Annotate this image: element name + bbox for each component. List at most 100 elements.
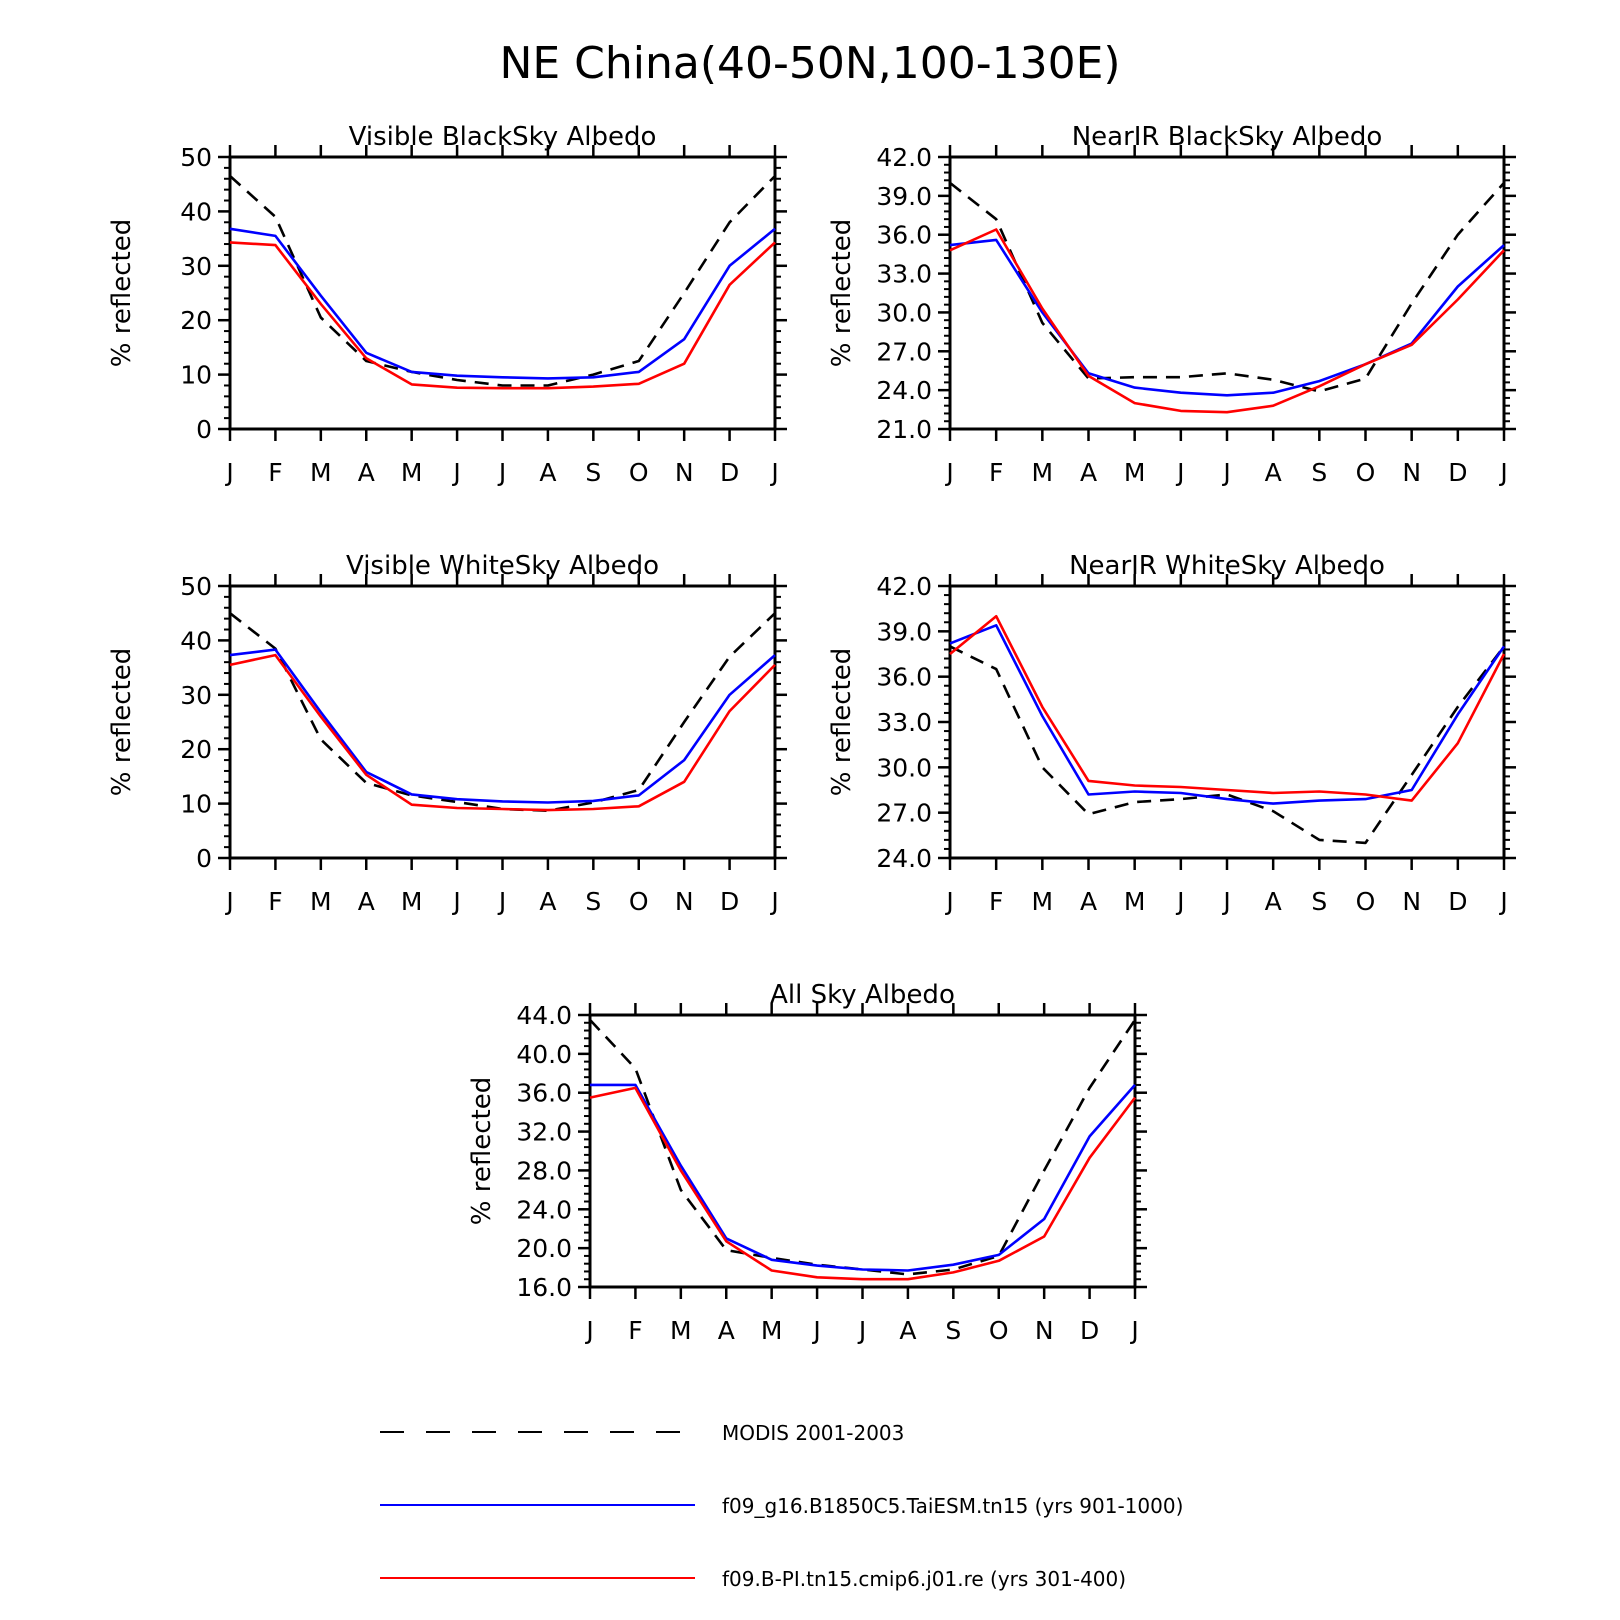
x-tick-label: S	[585, 458, 601, 487]
axis-ticks	[218, 145, 787, 441]
series-line-3	[949, 614, 1506, 802]
x-tick-label: J	[1175, 887, 1184, 916]
y-tick-label: 20	[180, 735, 212, 764]
y-axis-label: % reflected	[827, 648, 857, 796]
x-tick-label: S	[1311, 458, 1327, 487]
x-tick-label: J	[769, 458, 778, 487]
y-axis-label: % reflected	[107, 648, 137, 796]
x-tick-label: N	[675, 458, 694, 487]
y-tick-label: 20.0	[516, 1234, 572, 1263]
y-tick-label: 40	[180, 626, 212, 655]
x-tick-label: J	[497, 458, 506, 487]
x-tick-label: M	[310, 458, 332, 487]
y-tick-label: 20	[180, 306, 212, 335]
x-tick-label: A	[539, 458, 556, 487]
x-tick-label: A	[358, 887, 375, 916]
series-line-3	[229, 241, 776, 390]
x-tick-label: A	[539, 887, 556, 916]
y-axis-label: % reflected	[107, 219, 137, 367]
y-tick-label: 16.0	[516, 1273, 572, 1302]
x-tick-label: J	[497, 887, 506, 916]
x-tick-label: J	[1498, 458, 1507, 487]
x-tick-label: J	[769, 887, 778, 916]
y-tick-label: 33.0	[876, 708, 932, 737]
y-tick-label: 27.0	[876, 799, 932, 828]
x-tick-label: J	[811, 1316, 820, 1345]
y-tick-label: 33.0	[876, 260, 932, 289]
x-tick-label: O	[629, 458, 649, 487]
y-tick-label: 42.0	[876, 143, 932, 172]
x-tick-label: J	[944, 458, 953, 487]
legend-label-3: f09.B-PI.tn15.cmip6.j01.re (yrs 301-400)	[722, 1567, 1126, 1591]
axis-ticks	[938, 574, 1516, 870]
series-line-2	[949, 623, 1506, 805]
series-line-3	[589, 1086, 1137, 1281]
y-tick-label: 30	[180, 681, 212, 710]
x-tick-label: M	[1032, 458, 1054, 487]
x-tick-label: J	[857, 1316, 866, 1345]
x-tick-label: O	[629, 887, 649, 916]
x-tick-label: A	[1265, 887, 1282, 916]
x-tick-label: O	[989, 1316, 1009, 1345]
series-line-1	[589, 1019, 1137, 1276]
y-tick-label: 0	[196, 844, 212, 873]
y-tick-label: 39.0	[876, 182, 932, 211]
x-tick-label: O	[1356, 887, 1376, 916]
series-line-2	[590, 1083, 1136, 1272]
y-tick-label: 24.0	[516, 1195, 572, 1224]
y-tick-label: 28.0	[516, 1156, 572, 1185]
legend: MODIS 2001-2003 f09_g16.B1850C5.TaiESM.tn…	[380, 1421, 1183, 1591]
x-tick-label: A	[899, 1316, 916, 1345]
x-tick-label: M	[401, 458, 423, 487]
x-tick-label: N	[1402, 458, 1421, 487]
y-tick-label: 24.0	[876, 376, 932, 405]
x-tick-label: D	[1448, 458, 1467, 487]
x-tick-label: N	[675, 887, 694, 916]
y-tick-label: 24.0	[876, 844, 932, 873]
x-tick-label: A	[1080, 887, 1097, 916]
series-line-1	[229, 175, 776, 387]
y-tick-label: 0	[196, 415, 212, 444]
y-tick-label: 21.0	[876, 415, 932, 444]
series-line-2	[229, 648, 776, 804]
x-tick-label: M	[401, 887, 423, 916]
y-tick-label: 30	[180, 252, 212, 281]
x-tick-label: S	[1311, 887, 1327, 916]
x-tick-label: J	[1221, 458, 1230, 487]
x-tick-label: D	[720, 458, 739, 487]
y-tick-label: 30.0	[876, 753, 932, 782]
y-tick-label: 50	[180, 143, 212, 172]
series-line-3	[229, 653, 776, 812]
y-tick-label: 27.0	[876, 337, 932, 366]
y-tick-label: 10	[180, 361, 212, 390]
x-tick-label: J	[1175, 458, 1184, 487]
x-tick-label: O	[1356, 458, 1376, 487]
series-line-2	[229, 227, 776, 380]
y-tick-label: 30.0	[876, 298, 932, 327]
x-tick-label: S	[945, 1316, 961, 1345]
x-tick-label: A	[718, 1316, 735, 1345]
y-tick-label: 36.0	[876, 221, 932, 250]
x-tick-label: D	[1080, 1316, 1099, 1345]
plot-frame	[948, 584, 1506, 860]
x-tick-label: J	[451, 887, 460, 916]
series-line-3	[949, 228, 1505, 414]
x-tick-label: M	[310, 887, 332, 916]
axis-ticks	[938, 145, 1516, 441]
legend-label-1: MODIS 2001-2003	[722, 1421, 904, 1445]
x-tick-label: M	[1124, 887, 1146, 916]
x-tick-label: D	[1448, 887, 1467, 916]
x-tick-label: J	[944, 887, 953, 916]
x-tick-label: F	[268, 458, 282, 487]
axis-ticks	[218, 574, 787, 870]
y-tick-label: 36.0	[876, 663, 932, 692]
x-tick-label: J	[224, 887, 233, 916]
x-tick-label: F	[989, 458, 1003, 487]
x-tick-label: N	[1035, 1316, 1054, 1345]
